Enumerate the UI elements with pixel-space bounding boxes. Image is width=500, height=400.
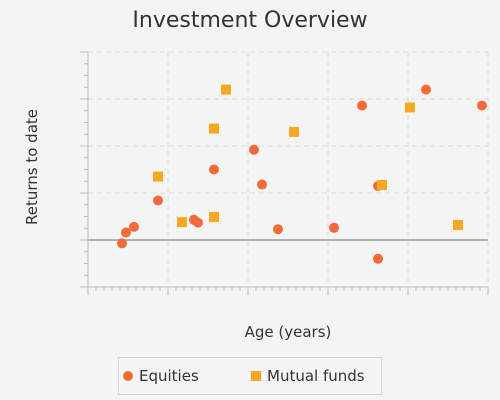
y-axis-label: Returns to date (23, 109, 41, 225)
data-point-square (377, 180, 387, 190)
data-point-circle (129, 222, 139, 232)
data-points (117, 85, 487, 264)
circle-marker-icon (123, 371, 133, 381)
data-point-circle (117, 238, 127, 248)
data-point-circle (421, 85, 431, 95)
data-point-circle (477, 101, 487, 111)
data-point-circle (357, 101, 367, 111)
data-point-square (453, 220, 463, 230)
data-point-circle (153, 196, 163, 206)
data-point-circle (273, 224, 283, 234)
legend: Equities Mutual funds (118, 357, 382, 395)
legend-item-equities: Equities (123, 367, 199, 385)
data-point-circle (249, 145, 259, 155)
data-point-square (221, 85, 231, 95)
legend-label: Equities (139, 367, 199, 385)
data-point-square (209, 212, 219, 222)
legend-label: Mutual funds (267, 367, 365, 385)
data-point-circle (329, 223, 339, 233)
data-point-circle (257, 180, 267, 190)
data-point-circle (209, 165, 219, 175)
square-marker-icon (251, 371, 261, 381)
data-point-square (289, 127, 299, 137)
legend-item-mutual-funds: Mutual funds (251, 367, 365, 385)
data-point-square (177, 217, 187, 227)
data-point-circle (193, 218, 203, 228)
data-point-square (405, 102, 415, 112)
data-point-square (209, 124, 219, 134)
x-axis-label: Age (years) (88, 323, 488, 341)
data-point-circle (373, 254, 383, 264)
data-point-square (153, 172, 163, 182)
